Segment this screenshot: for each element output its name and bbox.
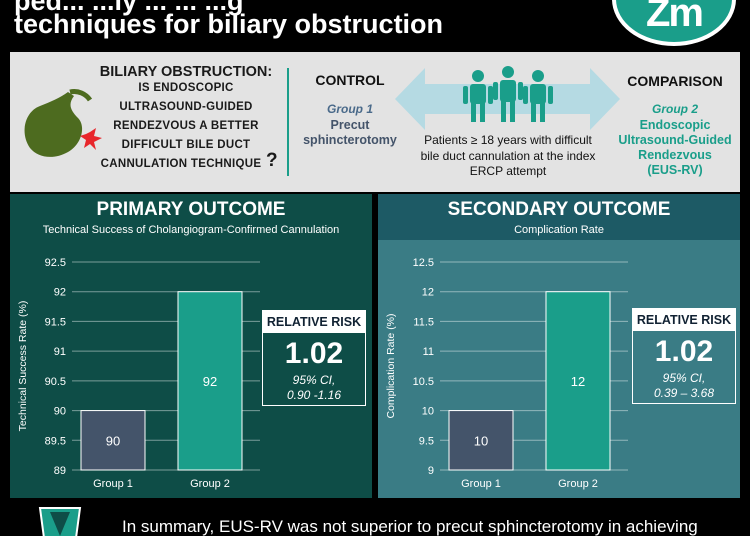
- x-tick-label: Group 1: [93, 478, 133, 490]
- secondary-rr-ci-line2: 0.39 – 3.68: [653, 386, 715, 400]
- question-mark: ?: [266, 150, 278, 171]
- bar-group-1: [80, 410, 146, 471]
- comparison-heading: COMPARISON: [627, 73, 723, 89]
- summary-text: In summary, EUS-RV was not superior to p…: [122, 517, 698, 536]
- data-label: 12: [571, 374, 585, 389]
- question-line5: DIFFICULT BILE DUCT: [121, 139, 251, 151]
- question-line3: ULTRASOUND-GUIDED: [119, 101, 253, 113]
- y-tick-label: 89.5: [45, 435, 66, 447]
- population-line2: bile duct cannulation at the index: [420, 148, 596, 163]
- y-tick-label: 11: [423, 346, 434, 358]
- comparison-label-line1: Endoscopic: [639, 118, 711, 132]
- header-title-line2: techniques for biliary obstruction: [14, 9, 444, 39]
- logo-text: Zm: [646, 0, 704, 35]
- bar-group-2: [177, 291, 243, 471]
- secondary-chart: 9 9.5 10 10.5 11 11.5 12 12.5 Complication Rate …: [385, 257, 628, 490]
- data-label: 90: [106, 433, 120, 448]
- summary-badge-icon: [38, 507, 82, 536]
- primary-rr-label: RELATIVE RISK: [263, 311, 365, 333]
- y-tick-label: 90.5: [45, 376, 66, 388]
- primary-title: PRIMARY OUTCOME: [96, 199, 286, 220]
- y-tick-label: 90: [54, 406, 66, 418]
- x-tick-label: Group 2: [190, 478, 230, 490]
- comparison-label-line3: Rendezvous: [638, 148, 712, 162]
- question-line6: CANNULATION TECHNIQUE: [100, 158, 262, 170]
- comparison-group: Group 2: [651, 102, 698, 116]
- data-label: 92: [203, 374, 217, 389]
- secondary-rr-ci-line1: 95% CI,: [662, 371, 706, 385]
- y-tick-label: 92.5: [45, 257, 66, 269]
- comparison-label-line4: (EUS-RV): [647, 163, 703, 177]
- secondary-subtitle: Complication Rate: [514, 224, 604, 236]
- bar-group-1: [448, 410, 514, 471]
- data-label: 10: [474, 433, 488, 448]
- summary-bar: In summary, EUS-RV was not superior to p…: [0, 502, 750, 536]
- control-heading: CONTROL: [315, 72, 385, 88]
- bar-group-2: [545, 291, 611, 471]
- secondary-rr-value: 1.02: [654, 335, 714, 368]
- primary-outcome-panel: PRIMARY OUTCOME Technical Success of Cho…: [10, 194, 372, 498]
- pico-panel: BILIARY OBSTRUCTION: IS ENDOSCOPIC ULTRA…: [10, 52, 740, 192]
- y-tick-label: 10.5: [413, 376, 434, 388]
- question-line1: BILIARY OBSTRUCTION:: [99, 64, 273, 80]
- question-line2: IS ENDOSCOPIC: [138, 82, 234, 94]
- comparison-label-line2: Ultrasound-Guided: [618, 133, 732, 147]
- x-tick-label: Group 1: [461, 478, 501, 490]
- population-line3: ERCP attempt: [469, 164, 547, 178]
- control-group: Group 1: [326, 102, 373, 116]
- y-tick-label: 91: [54, 346, 66, 358]
- header-title-line1: ped... ...ly ... ... ...g: [14, 0, 244, 16]
- secondary-outcome-panel: SECONDARY OUTCOME Complication Rate 9 9.5…: [378, 194, 740, 498]
- gallbladder-icon: [24, 89, 102, 157]
- x-tick-label: Group 2: [558, 478, 598, 490]
- divider: [287, 68, 289, 176]
- secondary-title: SECONDARY OUTCOME: [447, 199, 671, 220]
- secondary-rr-label: RELATIVE RISK: [633, 309, 735, 331]
- y-axis-label: Complication Rate (%): [385, 313, 397, 418]
- y-axis-label: Technical Success Rate (%): [17, 301, 29, 432]
- patients-icon: [463, 66, 553, 122]
- secondary-header: SECONDARY OUTCOME Complication Rate: [378, 194, 740, 240]
- primary-rr-ci-line2: 0.90 -1.16: [286, 388, 342, 402]
- y-tick-label: 92: [54, 287, 66, 299]
- primary-rr-value: 1.02: [284, 337, 344, 370]
- y-tick-label: 11.5: [413, 316, 434, 328]
- y-tick-label: 9.5: [419, 435, 434, 447]
- control-label-line1: Precut: [330, 118, 370, 132]
- primary-relative-risk: RELATIVE RISK 1.02 95% CI, 0.90 -1.16: [262, 310, 366, 406]
- y-tick-label: 9: [428, 465, 434, 477]
- secondary-relative-risk: RELATIVE RISK 1.02 95% CI, 0.39 – 3.68: [632, 308, 736, 404]
- primary-header: PRIMARY OUTCOME Technical Success of Cho…: [10, 194, 372, 240]
- primary-subtitle: Technical Success of Cholangiogram-Confi…: [42, 224, 340, 236]
- y-tick-label: 12: [422, 287, 434, 299]
- y-tick-label: 89: [54, 465, 66, 477]
- primary-rr-ci-line1: 95% CI,: [292, 373, 336, 387]
- population-line1: Patients ≥ 18 years with difficult: [424, 133, 592, 147]
- question-line4: RENDEZVOUS A BETTER: [113, 120, 259, 132]
- population: Patients ≥ 18 years with difficult bile …: [408, 133, 608, 180]
- y-tick-label: 10: [422, 406, 434, 418]
- primary-chart: 89 89.5 90 90.5 91 91.5 92 92.5 Technical Succes…: [17, 257, 260, 490]
- y-tick-label: 91.5: [45, 316, 66, 328]
- control-label-line2: sphincterotomy: [303, 133, 397, 147]
- y-tick-label: 12.5: [413, 257, 434, 269]
